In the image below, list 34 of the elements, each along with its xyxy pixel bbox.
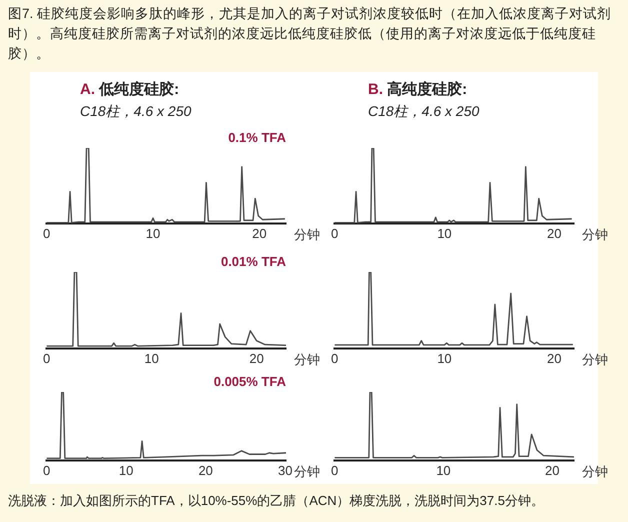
x-tick-label: 20 bbox=[547, 350, 562, 366]
x-axis-title: 分钟 bbox=[294, 226, 320, 242]
x-tick-label: 10 bbox=[144, 350, 159, 366]
text: 0.1% TFA bbox=[228, 130, 287, 145]
x-axis-title: 分钟 bbox=[582, 226, 608, 242]
text: 图7. 硅胶纯度会影响多肽的峰形，尤其是加入的离子对试剂浓度较低时（在加入低浓度离子对试剂时）。高纯度硅胶所需离子对试剂的浓度远比低纯度硅胶低（使用的离子对浓度远低于低纯度硅胶）。 bbox=[8, 5, 612, 63]
x-tick-label: 20 bbox=[252, 226, 267, 241]
x-tick-label: 20 bbox=[198, 462, 213, 478]
x-tick-label: 0 bbox=[331, 462, 338, 478]
chart-title: A. 低纯度硅胶: bbox=[80, 80, 180, 99]
x-tick-label: 20 bbox=[249, 350, 264, 366]
x-tick-label: 0 bbox=[331, 350, 338, 366]
text: 0.01% TFA bbox=[220, 254, 287, 269]
chart-title: B. 高纯度硅胶: bbox=[368, 80, 468, 99]
x-tick-label: 10 bbox=[118, 462, 134, 478]
x-tick-label: 10 bbox=[437, 226, 452, 241]
text: 0.005% TFA bbox=[214, 374, 287, 389]
x-tick-label: 20 bbox=[547, 226, 562, 241]
chart-subtitle: C18柱，4.6 x 250 bbox=[80, 103, 192, 121]
x-axis-title: 分钟 bbox=[582, 464, 608, 479]
text: 洗脱液：加入如图所示的TFA，以10%-55%的乙腈（ACN）梯度洗脱，洗脱时间为37.5分钟。 bbox=[8, 492, 545, 510]
x-axis-title: 分钟 bbox=[294, 464, 320, 479]
x-tick-label: 10 bbox=[436, 462, 451, 478]
x-tick-label: 0 bbox=[331, 226, 338, 241]
x-axis-title: 分钟 bbox=[582, 352, 608, 367]
x-tick-label: 0 bbox=[43, 462, 50, 478]
x-axis-title: 分钟 bbox=[294, 352, 320, 367]
x-tick-label: 10 bbox=[437, 350, 452, 366]
x-tick-label: 0 bbox=[43, 350, 50, 366]
x-tick-label: 20 bbox=[545, 462, 560, 478]
x-tick-label: 10 bbox=[146, 226, 160, 241]
x-tick-label: 0 bbox=[43, 226, 50, 241]
chart-subtitle: C18柱，4.6 x 250 bbox=[368, 103, 480, 121]
x-tick-label: 30 bbox=[278, 462, 292, 478]
